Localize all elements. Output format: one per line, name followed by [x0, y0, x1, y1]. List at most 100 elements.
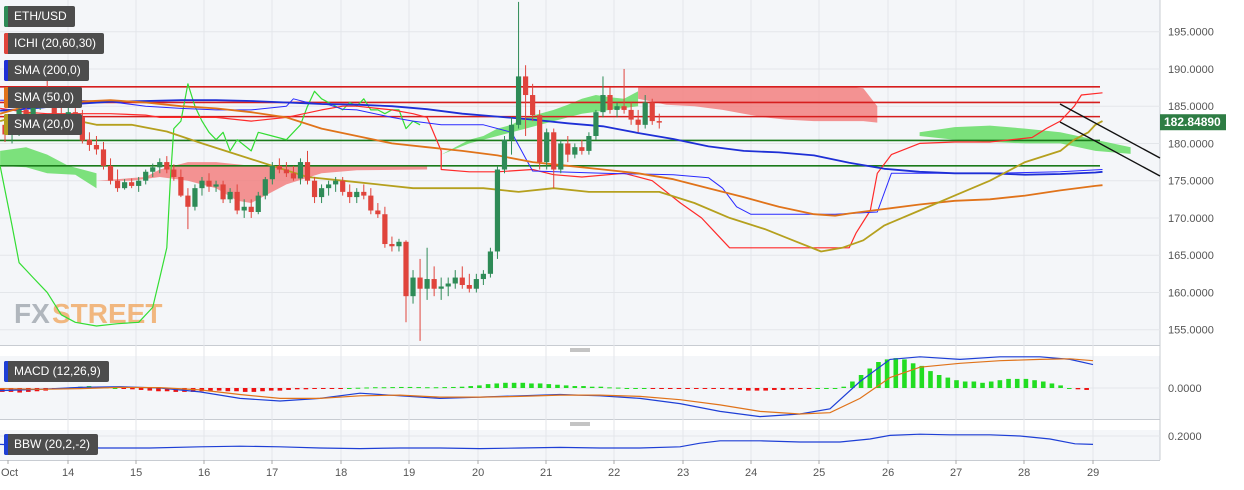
- macd-histogram-bar: [693, 388, 699, 389]
- macd-histogram-bar: [763, 388, 768, 391]
- x-tick-label: 24: [745, 467, 757, 479]
- candle-body: [347, 191, 353, 198]
- macd-histogram-bar: [390, 387, 395, 389]
- sma200-line: [0, 99, 1103, 176]
- candle: [290, 165, 297, 181]
- candle: [600, 76, 606, 118]
- macd-label[interactable]: MACD (12,26,9): [4, 361, 109, 382]
- x-tick-label: 14: [62, 467, 74, 479]
- candle: [368, 188, 374, 215]
- macd-histogram-bar: [919, 365, 925, 388]
- candle-body: [417, 277, 423, 289]
- candle: [459, 266, 465, 289]
- x-tick-label: 26: [882, 467, 894, 479]
- price-axis[interactable]: 195.0000 190.0000 185.0000 180.0000 175.0000…: [1168, 27, 1214, 337]
- macd-histogram-bar: [216, 388, 222, 391]
- macd-histogram-bar: [754, 388, 760, 391]
- y-tick-label: 165.0000: [1168, 250, 1214, 262]
- candle: [431, 266, 437, 297]
- indicator-label-sma50[interactable]: SMA (50,0): [4, 87, 83, 108]
- macd-histogram-bar: [772, 388, 777, 390]
- candle-body: [522, 76, 529, 96]
- candle: [649, 98, 655, 125]
- macd-histogram-bar: [633, 388, 638, 389]
- x-tick-label: Oct: [1, 467, 18, 479]
- candle-body: [403, 241, 409, 297]
- indicator-label-ichimoku[interactable]: ICHI (20,60,30): [4, 33, 105, 54]
- candle: [79, 109, 85, 144]
- candle-body: [192, 188, 198, 207]
- candle-body: [199, 180, 205, 189]
- candle: [593, 109, 599, 140]
- macd-histogram-bar: [1058, 385, 1063, 388]
- symbol-label[interactable]: ETH/USD: [4, 6, 75, 27]
- indicator-label-text: SMA (50,0): [14, 90, 75, 104]
- candle: [354, 188, 360, 204]
- candle: [121, 179, 128, 190]
- macd-histogram-bar: [850, 381, 855, 388]
- macd-histogram-bar: [876, 362, 881, 388]
- macd-histogram-bar: [234, 388, 239, 392]
- macd-histogram-bar: [459, 386, 465, 388]
- macd-histogram-bar: [572, 386, 578, 388]
- macd-histogram-bar: [1075, 388, 1081, 390]
- signal-line: [0, 358, 1094, 415]
- candle-body: [558, 143, 564, 170]
- symbol-text: ETH/USD: [14, 9, 67, 23]
- candle-body: [368, 195, 374, 211]
- macd-histogram-bar: [728, 388, 734, 390]
- y-tick-label: 195.0000: [1168, 27, 1214, 39]
- y-tick-label: 185.0000: [1168, 101, 1214, 113]
- candle-body: [157, 162, 163, 168]
- time-axis[interactable]: Oct 14 15 16 17 18 19 20 21 22 23 24 25 26 27 28 29: [1, 460, 1099, 479]
- bbw-label[interactable]: BBW (20,2,-2): [4, 434, 99, 455]
- candle: [389, 236, 395, 252]
- candle: [480, 270, 486, 285]
- indicator-label-sma20[interactable]: SMA (20,0): [4, 114, 83, 135]
- candle: [515, 1, 522, 129]
- candle-body: [480, 273, 486, 280]
- macd-histogram-bar: [563, 385, 569, 388]
- x-tick-label: 27: [950, 467, 962, 479]
- macd-histogram-bar: [520, 382, 526, 388]
- candle: [86, 132, 93, 151]
- candle-body: [248, 206, 254, 212]
- grid: [0, 0, 1160, 460]
- candle-body: [283, 169, 289, 174]
- candle-body: [579, 147, 585, 151]
- panel-resize-handle-macd[interactable]: [568, 347, 592, 353]
- candle: [276, 158, 282, 174]
- candle: [262, 176, 268, 200]
- indicator-lines: [0, 83, 1103, 327]
- current-price-tag: 182.84890: [1160, 114, 1226, 131]
- candle: [522, 65, 529, 136]
- candle-body: [136, 180, 142, 186]
- candle-body: [459, 277, 465, 285]
- candle: [213, 180, 219, 192]
- candle-body: [276, 165, 282, 170]
- candle-body: [164, 162, 170, 170]
- candle: [220, 180, 226, 204]
- candle: [157, 158, 163, 174]
- candle-body: [530, 95, 536, 116]
- macd-histogram-bar: [954, 380, 959, 388]
- candle-body: [290, 173, 297, 179]
- y-tick-label: 190.0000: [1168, 64, 1214, 76]
- macd-histogram-bar: [451, 386, 456, 388]
- candle-body: [551, 132, 557, 170]
- trend-line-lower: [1059, 121, 1161, 177]
- candle-body: [607, 95, 613, 110]
- candle-body: [100, 149, 107, 166]
- indicator-label-text: SMA (200,0): [14, 63, 81, 77]
- macd-histogram-bar: [910, 363, 916, 388]
- x-tick-label: 19: [403, 467, 415, 479]
- macd-histogram-bar: [364, 387, 369, 389]
- candle: [551, 128, 557, 189]
- macd-histogram-bar: [832, 388, 838, 389]
- candle-body: [649, 102, 655, 122]
- indicator-label-sma200[interactable]: SMA (200,0): [4, 60, 89, 81]
- candle: [494, 165, 501, 259]
- candle: [635, 109, 641, 133]
- panel-resize-handle-bbw[interactable]: [568, 421, 592, 427]
